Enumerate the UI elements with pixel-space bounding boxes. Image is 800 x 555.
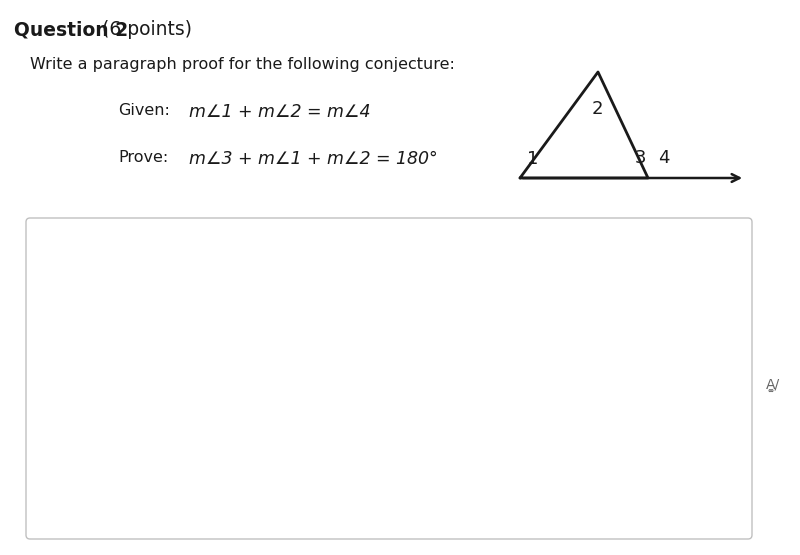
- Text: Write a paragraph proof for the following conjecture:: Write a paragraph proof for the followin…: [30, 57, 455, 72]
- Text: 3: 3: [635, 149, 646, 167]
- Text: 2: 2: [592, 100, 603, 118]
- Text: A͚/: A͚/: [766, 378, 780, 392]
- FancyBboxPatch shape: [26, 218, 752, 539]
- Text: 4: 4: [658, 149, 670, 167]
- Text: (6 points): (6 points): [96, 20, 192, 39]
- Text: 1: 1: [527, 150, 538, 168]
- Text: m∠3 + m∠1 + m∠2 = 180°: m∠3 + m∠1 + m∠2 = 180°: [178, 150, 438, 168]
- Text: m∠1 + m∠2 = m∠4: m∠1 + m∠2 = m∠4: [178, 103, 370, 121]
- Text: Question 2: Question 2: [14, 20, 128, 39]
- Text: Given:: Given:: [118, 103, 170, 118]
- Text: Prove:: Prove:: [118, 150, 168, 165]
